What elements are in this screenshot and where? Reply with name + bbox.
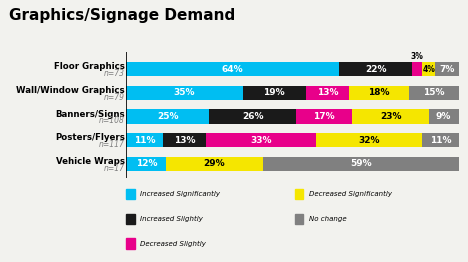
Bar: [296, 109, 352, 124]
Text: 13%: 13%: [317, 88, 338, 97]
Text: n=17: n=17: [104, 164, 124, 173]
Text: 15%: 15%: [423, 88, 445, 97]
Bar: [126, 133, 163, 147]
Text: Vehicle Wraps: Vehicle Wraps: [56, 157, 124, 166]
Text: Banners/Signs: Banners/Signs: [55, 110, 124, 119]
Bar: [349, 86, 409, 100]
Text: 19%: 19%: [263, 88, 285, 97]
Text: 26%: 26%: [242, 112, 263, 121]
Text: 17%: 17%: [313, 112, 335, 121]
Text: Increased Significantly: Increased Significantly: [140, 191, 220, 197]
Bar: [243, 86, 306, 100]
Text: 64%: 64%: [222, 64, 243, 74]
Text: 23%: 23%: [380, 112, 401, 121]
Text: n=73: n=73: [104, 69, 124, 78]
Text: 9%: 9%: [436, 112, 451, 121]
Text: 7%: 7%: [439, 64, 455, 74]
Bar: [210, 109, 296, 124]
Text: 22%: 22%: [365, 64, 386, 74]
Bar: [126, 157, 166, 171]
Text: 11%: 11%: [430, 136, 451, 145]
Bar: [163, 133, 206, 147]
Text: 59%: 59%: [350, 159, 372, 168]
Bar: [126, 109, 210, 124]
Bar: [422, 133, 459, 147]
Bar: [409, 86, 459, 100]
Text: Posters/Flyers: Posters/Flyers: [55, 133, 124, 142]
Bar: [126, 62, 339, 76]
Text: 32%: 32%: [358, 136, 380, 145]
Text: 11%: 11%: [134, 136, 155, 145]
Bar: [166, 157, 263, 171]
Bar: [316, 133, 422, 147]
Text: Wall/Window Graphics: Wall/Window Graphics: [16, 86, 124, 95]
Text: 3%: 3%: [410, 52, 424, 61]
Bar: [429, 109, 459, 124]
Bar: [263, 157, 459, 171]
Bar: [339, 62, 412, 76]
Text: 25%: 25%: [157, 112, 179, 121]
Text: Graphics/Signage Demand: Graphics/Signage Demand: [9, 8, 235, 23]
Text: Floor Graphics: Floor Graphics: [54, 62, 124, 71]
Text: n=79: n=79: [104, 92, 124, 101]
Text: Increased Slightly: Increased Slightly: [140, 216, 203, 222]
Bar: [126, 86, 243, 100]
Text: 4%: 4%: [422, 64, 435, 74]
Bar: [206, 133, 316, 147]
Text: 13%: 13%: [174, 136, 195, 145]
Text: 12%: 12%: [136, 159, 157, 168]
Bar: [352, 109, 429, 124]
Text: No change: No change: [309, 216, 346, 222]
Text: n=108: n=108: [99, 116, 124, 125]
Text: Decreased Slightly: Decreased Slightly: [140, 241, 206, 247]
Bar: [306, 86, 349, 100]
Text: 33%: 33%: [250, 136, 272, 145]
Text: 29%: 29%: [204, 159, 225, 168]
Text: 18%: 18%: [368, 88, 390, 97]
Text: n=117: n=117: [99, 140, 124, 149]
Bar: [412, 62, 422, 76]
Bar: [435, 62, 459, 76]
Text: 35%: 35%: [174, 88, 195, 97]
Bar: [422, 62, 435, 76]
Text: Decreased Significantly: Decreased Significantly: [309, 191, 392, 197]
